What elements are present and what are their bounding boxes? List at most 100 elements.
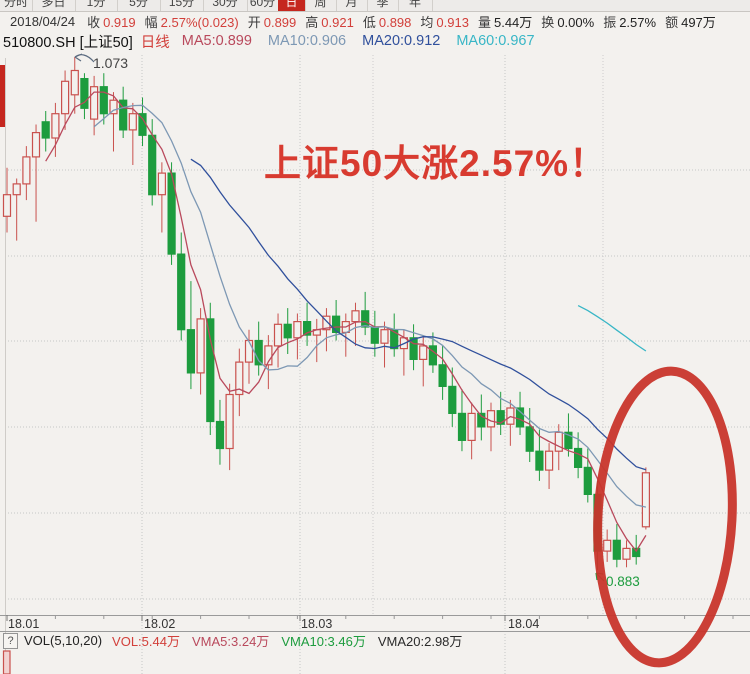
candle-up: [322, 315, 331, 331]
legend-ma10: MA10:0.906: [267, 33, 347, 49]
tab-15分[interactable]: 15分: [160, 0, 204, 11]
legend-ma5: MA5:0.899: [181, 33, 252, 49]
candle-down: [99, 86, 108, 115]
candle-up: [2, 194, 12, 217]
candle-down: [41, 121, 50, 139]
candle-up: [89, 86, 99, 120]
tab-label: 5分: [129, 0, 148, 9]
tab-label: 1分: [86, 0, 106, 9]
tab-年[interactable]: 年: [398, 0, 433, 11]
field-change: 幅 2.57%(0.023): [145, 12, 239, 31]
field-label: 收: [87, 15, 101, 30]
candle-up: [467, 412, 476, 441]
candle-down: [215, 420, 225, 450]
tab-label: 年: [408, 0, 421, 9]
field-close: 收 0.919: [87, 12, 136, 31]
candle-up: [622, 547, 631, 560]
candle-up: [273, 323, 283, 347]
candle-up: [109, 99, 118, 115]
candle-up: [157, 172, 166, 196]
candle-down: [332, 315, 341, 334]
tab-季[interactable]: 季: [367, 0, 399, 11]
field-volume: 量 5.44万: [478, 12, 532, 31]
high-price-label: 1.073: [93, 55, 128, 71]
candle-down: [477, 412, 486, 428]
highlight-circle: [593, 366, 737, 668]
candle-down: [119, 99, 128, 131]
field-value: 5.44万: [493, 15, 533, 30]
ma5-line: [45, 91, 647, 553]
help-icon[interactable]: ?: [3, 632, 18, 649]
tab-5分[interactable]: 5分: [117, 0, 161, 11]
x-axis-label: 18.03: [301, 617, 332, 631]
tab-label: 周: [314, 0, 327, 9]
field-low: 低 0.898: [363, 12, 412, 31]
tab-60分[interactable]: 60分: [247, 0, 279, 11]
field-value: 0.898: [378, 15, 412, 30]
candle-up: [22, 156, 31, 185]
candle-down: [515, 407, 525, 428]
candle-up: [603, 539, 612, 552]
field-value: 2.57%(0.023): [160, 15, 239, 30]
field-label: 幅: [144, 15, 158, 30]
field-label: 量: [477, 15, 491, 30]
candle-down: [535, 450, 544, 471]
field-amount: 额 497万: [665, 12, 716, 31]
candle-down: [409, 337, 418, 360]
field-label: 低: [362, 15, 376, 30]
clipped-left-candle: [0, 65, 5, 127]
volume-header: ? VOL(5,10,20) VOL:5.44万 VMA5:3.24万 VMA10:…: [3, 632, 474, 649]
field-high: 高 0.921: [305, 12, 354, 31]
volume-vma10: VMA10:3.46万: [281, 634, 366, 649]
field-label: 均: [420, 15, 434, 30]
tab-30分[interactable]: 30分: [203, 0, 248, 11]
candle-up: [380, 329, 389, 344]
field-value: 0.899: [263, 15, 297, 30]
tab-label: 月: [345, 0, 358, 9]
candle-down: [177, 253, 186, 331]
candle-down: [448, 385, 457, 414]
candle-down: [583, 466, 592, 495]
field-label: 额: [665, 15, 679, 30]
volume-formula: VOL(5,10,20): [24, 633, 103, 648]
field-value: 0.913: [436, 15, 469, 30]
period-label: 日线: [140, 34, 170, 51]
field-open: 开 0.899: [248, 12, 297, 31]
ma10-line: [93, 104, 647, 508]
tab-日[interactable]: 日: [278, 0, 306, 11]
tab-label: 日: [285, 0, 298, 9]
period-tabbar: 分时 多日 1分 5分 15分 30分 60分日 周 月 季 年: [0, 0, 750, 12]
tab-月[interactable]: 月: [336, 0, 368, 11]
tab-周[interactable]: 周: [305, 0, 337, 11]
candle-up: [554, 431, 563, 452]
low-price-label: 0.883: [606, 574, 640, 589]
field-value: 497万: [681, 15, 716, 30]
field-amplitude: 振 2.57%: [603, 12, 656, 31]
volume-bar: [2, 650, 11, 674]
legend-ma20: MA20:0.912: [362, 33, 441, 49]
legend-ma60: MA60:0.967: [456, 33, 535, 49]
annotation-banner: 上证50大涨2.57%！: [264, 143, 608, 184]
candle-down: [361, 310, 370, 328]
tab-label: 15分: [168, 0, 195, 9]
candle-down: [612, 539, 621, 560]
candle-down: [148, 134, 157, 196]
volume-vma5: VMA5:3.24万: [191, 634, 270, 649]
tab-1分[interactable]: 1分: [75, 0, 118, 11]
candle-up: [641, 472, 651, 528]
symbol-name: 510800.SH [上证50]: [3, 34, 133, 51]
tab-多日[interactable]: 多日: [32, 0, 76, 11]
tab-分时[interactable]: 分时: [0, 0, 33, 11]
candle-up: [486, 410, 496, 428]
quote-info-bar: 2018/04/24 收 0.919 幅 2.57%(0.023) 开 0.899 高 0.9…: [0, 12, 750, 31]
candle-up: [196, 318, 205, 374]
field-value: 0.921: [321, 15, 354, 30]
high-arrowhead: [74, 53, 83, 62]
candle-down: [573, 447, 583, 468]
candle-up: [293, 321, 302, 339]
candle-down: [564, 431, 573, 450]
field-value: 2.57%: [619, 15, 657, 30]
candle-down: [428, 345, 437, 366]
candle-down: [283, 323, 292, 339]
